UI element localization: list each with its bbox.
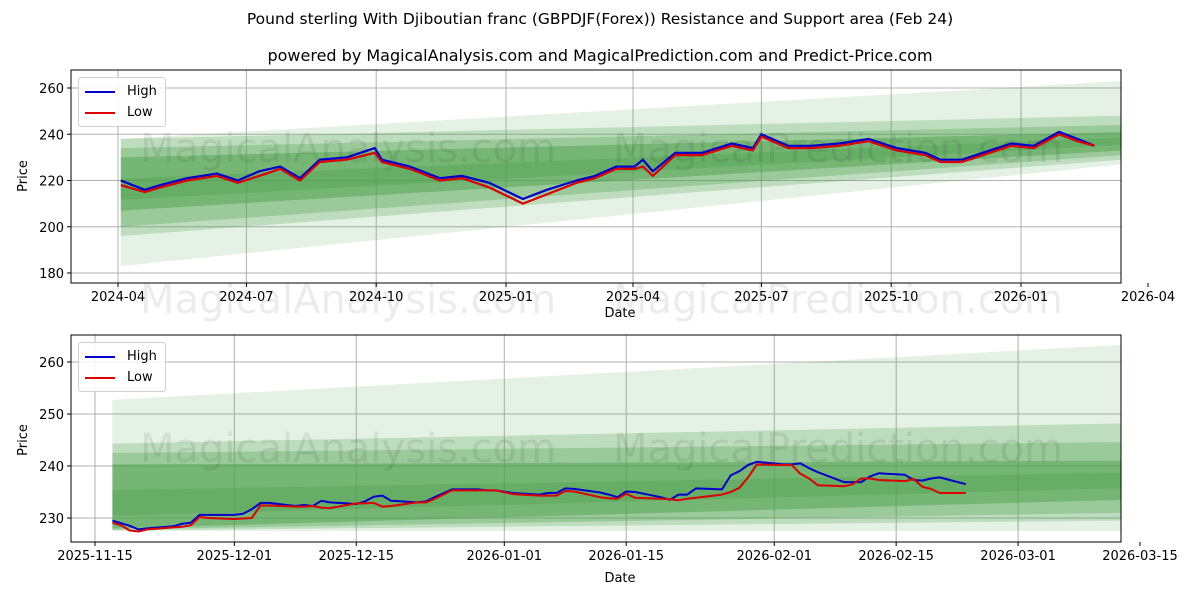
y-tick-label: 260 xyxy=(39,82,64,97)
chart-title: Pound sterling With Djiboutian franc (GB… xyxy=(246,10,954,28)
x-tick-label: 2025-07 xyxy=(734,290,788,305)
low-line-swatch-icon xyxy=(85,376,115,379)
bottom-x-axis-label: Date xyxy=(604,571,635,586)
band-area xyxy=(112,442,1121,530)
x-tick-label: 2025-04 xyxy=(606,290,660,305)
legend-high-label: High xyxy=(127,349,157,364)
top-price-lines xyxy=(120,130,1095,205)
x-tick-label: 2026-02-01 xyxy=(736,549,812,564)
y-tick-label: 240 xyxy=(39,128,64,143)
bottom-axis-ticks: 2025-11-15 2025-12-01 2025-12-15 2026-01-01… xyxy=(39,356,1178,564)
x-tick-label: 2025-12-15 xyxy=(318,549,394,564)
low-price-line xyxy=(120,133,1095,205)
svg-text:MagicalPrediction.com: MagicalPrediction.com xyxy=(613,277,1063,323)
bottom-price-lines xyxy=(112,460,967,533)
top-legend: High Low xyxy=(78,77,166,127)
x-tick-label: 2024-04 xyxy=(91,290,145,305)
svg-text:MagicalAnalysis.com: MagicalAnalysis.com xyxy=(140,277,556,323)
y-tick-label: 180 xyxy=(39,267,64,282)
y-tick-label: 220 xyxy=(39,175,64,190)
y-tick-label: 260 xyxy=(39,356,64,371)
svg-text:MagicalAnalysis.com: MagicalAnalysis.com xyxy=(140,426,556,472)
top-support-resistance-bands xyxy=(120,81,1121,267)
bottom-support-resistance-bands xyxy=(112,344,1121,531)
bottom-chart: MagicalAnalysis.com MagicalPrediction.com… xyxy=(16,334,1178,586)
band-area xyxy=(120,81,1121,267)
x-tick-label: 2026-04 xyxy=(1121,290,1175,305)
low-price-line xyxy=(112,463,966,533)
low-line-swatch-icon xyxy=(85,111,115,114)
x-tick-label: 2026-01-01 xyxy=(467,549,543,564)
band-area xyxy=(120,115,1121,236)
band-area xyxy=(120,131,1121,211)
x-tick-label: 2024-10 xyxy=(349,290,403,305)
x-tick-label: 2025-12-01 xyxy=(197,549,273,564)
x-tick-label: 2025-11-15 xyxy=(57,549,133,564)
legend-high-label: High xyxy=(127,84,157,99)
high-line-swatch-icon xyxy=(85,355,115,358)
top-axis-ticks: 2024-04 2024-07 2024-10 2025-01 2025-04 2025-… xyxy=(39,82,1175,305)
y-tick-label: 240 xyxy=(39,460,64,475)
chart-subtitle: powered by MagicalAnalysis.com and Magic… xyxy=(267,46,933,65)
bottom-axes-frame xyxy=(70,334,1122,543)
x-tick-label: 2026-03-01 xyxy=(980,549,1056,564)
x-tick-label: 2026-03-15 xyxy=(1102,549,1178,564)
x-tick-label: 2026-01-15 xyxy=(588,549,664,564)
svg-text:MagicalPrediction.com: MagicalPrediction.com xyxy=(613,126,1063,172)
svg-text:MagicalPrediction.com: MagicalPrediction.com xyxy=(613,426,1063,472)
bottom-legend: High Low xyxy=(78,342,166,392)
band-area xyxy=(112,344,1121,531)
x-tick-label: 2026-02-15 xyxy=(858,549,934,564)
bottom-y-axis-label: Price xyxy=(16,424,31,456)
high-price-line xyxy=(112,460,967,531)
top-chart: MagicalAnalysis.com MagicalPrediction.com… xyxy=(16,69,1175,323)
x-tick-label: 2025-10 xyxy=(864,290,918,305)
top-y-axis-label: Price xyxy=(16,160,31,192)
y-tick-label: 230 xyxy=(39,512,64,527)
legend-item-low: Low xyxy=(85,367,157,388)
legend-low-label: Low xyxy=(127,105,153,120)
legend-item-low: Low xyxy=(85,102,157,123)
x-tick-label: 2026-01 xyxy=(994,290,1048,305)
band-core xyxy=(112,472,1121,516)
y-tick-label: 200 xyxy=(39,221,64,236)
svg-text:MagicalAnalysis.com: MagicalAnalysis.com xyxy=(140,126,556,172)
high-line-swatch-icon xyxy=(85,90,115,93)
y-tick-label: 250 xyxy=(39,408,64,423)
legend-item-high: High xyxy=(85,346,157,367)
top-axes-frame xyxy=(70,69,1122,284)
legend-item-high: High xyxy=(85,81,157,102)
top-watermarks: MagicalAnalysis.com MagicalPrediction.com… xyxy=(140,126,1063,323)
bottom-watermarks: MagicalAnalysis.com MagicalPrediction.com xyxy=(140,426,1063,472)
high-price-line xyxy=(120,130,1095,201)
x-tick-label: 2024-07 xyxy=(219,290,273,305)
x-tick-label: 2025-01 xyxy=(479,290,533,305)
legend-low-label: Low xyxy=(127,370,153,385)
top-x-axis-label: Date xyxy=(604,306,635,321)
